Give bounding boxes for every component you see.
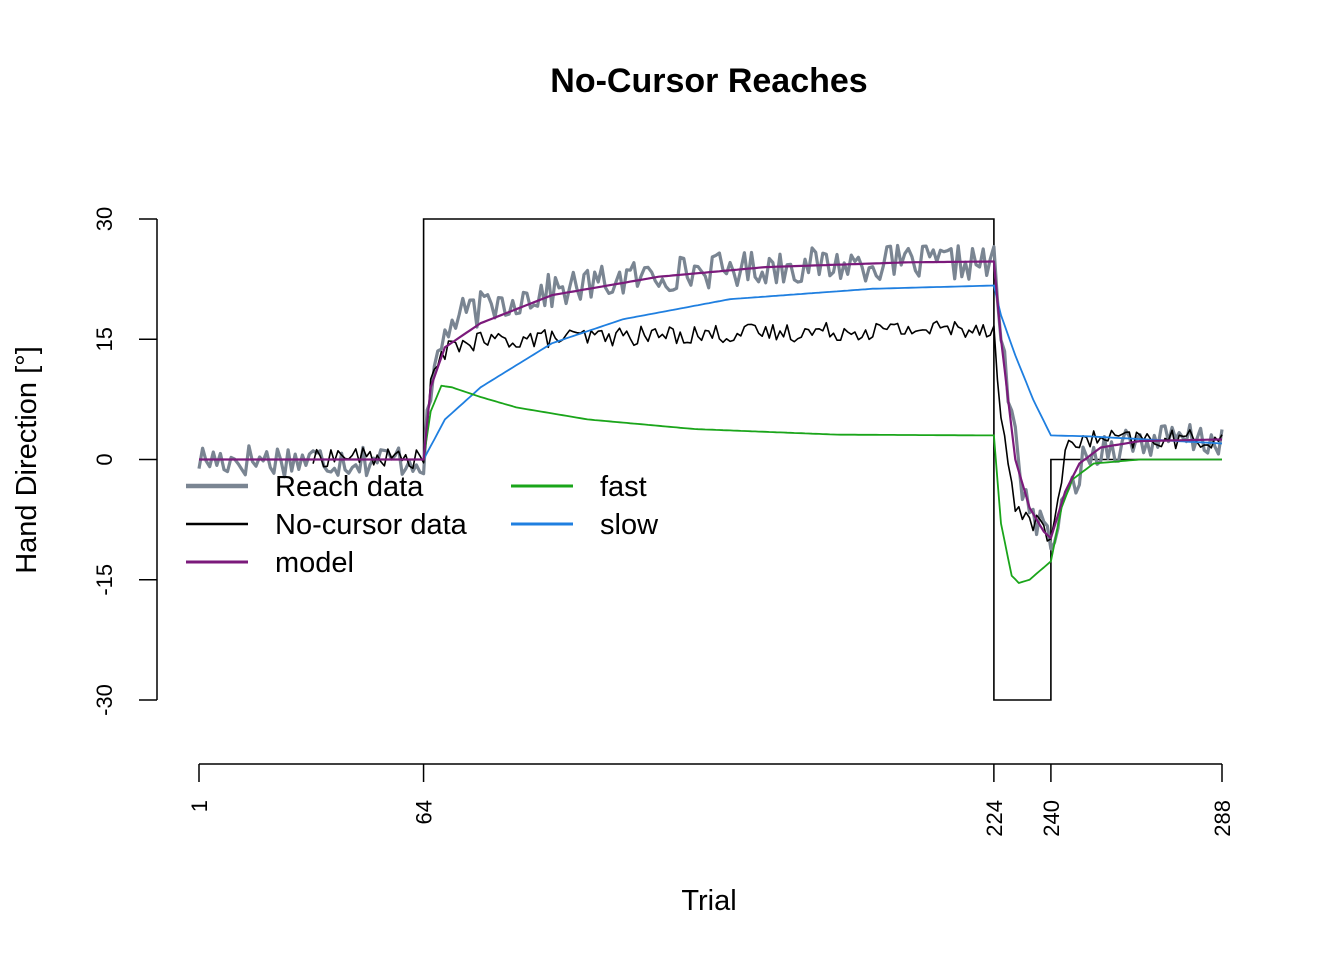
series-line-no-cursor-data xyxy=(312,320,1223,542)
x-axis: 1 64 224 240 288 xyxy=(187,763,1235,837)
series-line-slow xyxy=(199,284,1223,461)
y-tick-label: 30 xyxy=(92,207,117,231)
y-tick-label: -15 xyxy=(92,564,117,596)
legend-label-no-cursor-data: No-cursor data xyxy=(275,509,468,541)
x-tick-label: 224 xyxy=(982,800,1007,837)
series-line-reach-data xyxy=(197,243,1224,551)
y-axis: -30 -15 0 15 30 xyxy=(92,207,158,716)
legend-label-slow: slow xyxy=(600,509,659,541)
legend-label-fast: fast xyxy=(600,471,647,503)
x-axis-label: Trial xyxy=(681,885,736,917)
perturbation-schedule-line xyxy=(422,218,1222,701)
chart-title: No-Cursor Reaches xyxy=(550,62,867,100)
y-tick-label: 15 xyxy=(92,327,117,351)
x-tick-label: 1 xyxy=(187,800,212,812)
plot-area xyxy=(197,218,1224,701)
y-axis-label: Hand Direction [°] xyxy=(11,346,43,574)
y-tick-label: -30 xyxy=(92,684,117,716)
series-line-model xyxy=(199,260,1222,540)
y-tick-label: 0 xyxy=(92,453,117,465)
x-tick-label: 288 xyxy=(1210,800,1235,837)
x-tick-label: 64 xyxy=(412,800,437,824)
legend: Reach data No-cursor data model fast slow xyxy=(186,471,659,579)
legend-label-reach-data: Reach data xyxy=(275,471,424,503)
x-tick-label: 240 xyxy=(1039,800,1064,837)
legend-label-model: model xyxy=(275,547,354,579)
